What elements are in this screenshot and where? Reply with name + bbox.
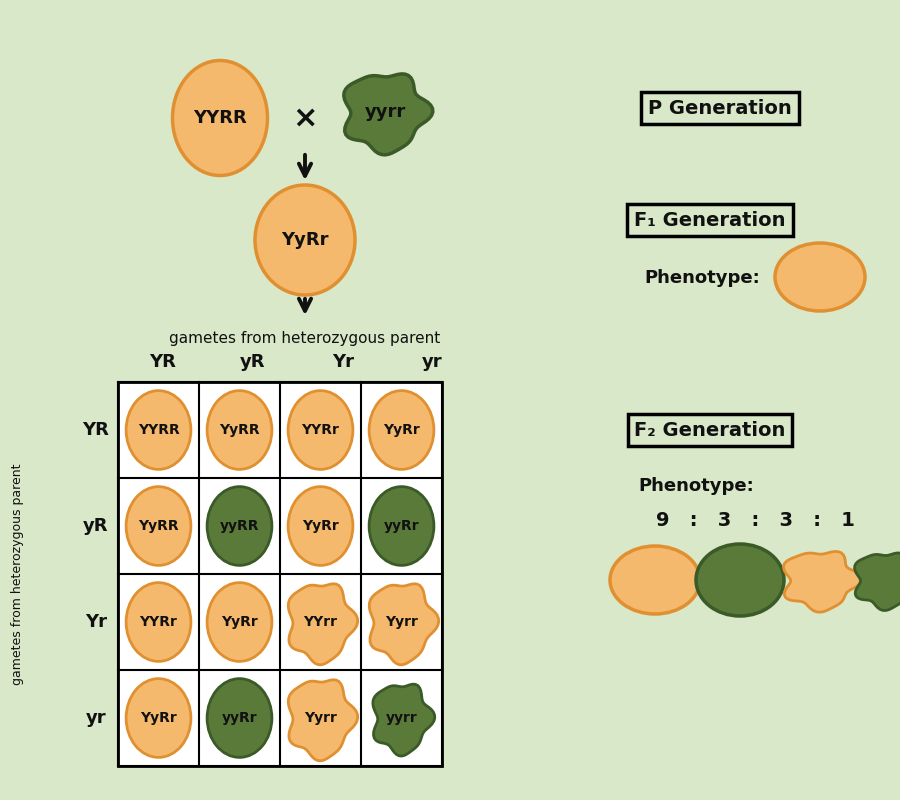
Polygon shape — [288, 680, 357, 761]
Ellipse shape — [126, 486, 191, 566]
Text: YyRr: YyRr — [140, 711, 177, 725]
Polygon shape — [855, 553, 900, 610]
Ellipse shape — [369, 486, 434, 566]
Ellipse shape — [288, 486, 353, 566]
Text: YyRr: YyRr — [383, 423, 420, 437]
Ellipse shape — [207, 678, 272, 758]
Polygon shape — [784, 551, 862, 612]
Ellipse shape — [207, 390, 272, 470]
Text: yyRr: yyRr — [383, 519, 419, 533]
Ellipse shape — [126, 390, 191, 470]
Text: YR: YR — [149, 353, 176, 371]
Text: YYRr: YYRr — [302, 423, 339, 437]
Text: P Generation: P Generation — [648, 98, 792, 118]
Text: YYRR: YYRR — [138, 423, 179, 437]
Ellipse shape — [126, 582, 191, 662]
Text: gametes from heterozygous parent: gametes from heterozygous parent — [12, 463, 24, 685]
Text: yyrr: yyrr — [364, 103, 406, 121]
Text: YYRr: YYRr — [140, 615, 177, 629]
Text: YyRr: YyRr — [302, 519, 339, 533]
Text: Yr: Yr — [85, 613, 107, 631]
Text: Yyrr: Yyrr — [304, 711, 337, 725]
Text: yyRR: yyRR — [220, 519, 259, 533]
Polygon shape — [369, 584, 438, 665]
Text: 9   :   3   :   3   :   1: 9 : 3 : 3 : 1 — [655, 510, 854, 530]
Ellipse shape — [173, 61, 267, 175]
Ellipse shape — [255, 185, 355, 295]
Text: YYRR: YYRR — [194, 109, 247, 127]
Text: Yyrr: Yyrr — [385, 615, 418, 629]
Polygon shape — [373, 684, 435, 756]
Text: YyRr: YyRr — [281, 231, 328, 249]
Text: gametes from heterozygous parent: gametes from heterozygous parent — [169, 330, 441, 346]
Text: yr: yr — [86, 709, 106, 727]
Text: yr: yr — [422, 353, 442, 371]
Polygon shape — [288, 584, 357, 665]
Ellipse shape — [775, 243, 865, 311]
Ellipse shape — [207, 582, 272, 662]
Text: F₁ Generation: F₁ Generation — [634, 210, 786, 230]
Text: ×: × — [292, 103, 318, 133]
Text: YyRR: YyRR — [220, 423, 260, 437]
Text: Phenotype:: Phenotype: — [644, 269, 760, 287]
Ellipse shape — [610, 546, 700, 614]
Ellipse shape — [369, 390, 434, 470]
Ellipse shape — [696, 544, 784, 616]
Ellipse shape — [126, 678, 191, 758]
Text: yyrr: yyrr — [385, 711, 418, 725]
Text: YR: YR — [83, 421, 110, 439]
Text: Yr: Yr — [332, 353, 354, 371]
Text: YyRr: YyRr — [221, 615, 258, 629]
Text: yR: yR — [83, 517, 109, 535]
Text: Phenotype:: Phenotype: — [638, 477, 754, 495]
Text: YYrr: YYrr — [303, 615, 338, 629]
Text: YyRR: YyRR — [139, 519, 179, 533]
Polygon shape — [344, 74, 433, 155]
Bar — [118, 382, 442, 766]
Ellipse shape — [207, 486, 272, 566]
Ellipse shape — [288, 390, 353, 470]
Text: yR: yR — [240, 353, 266, 371]
Text: F₂ Generation: F₂ Generation — [634, 421, 786, 439]
Text: yyRr: yyRr — [221, 711, 257, 725]
